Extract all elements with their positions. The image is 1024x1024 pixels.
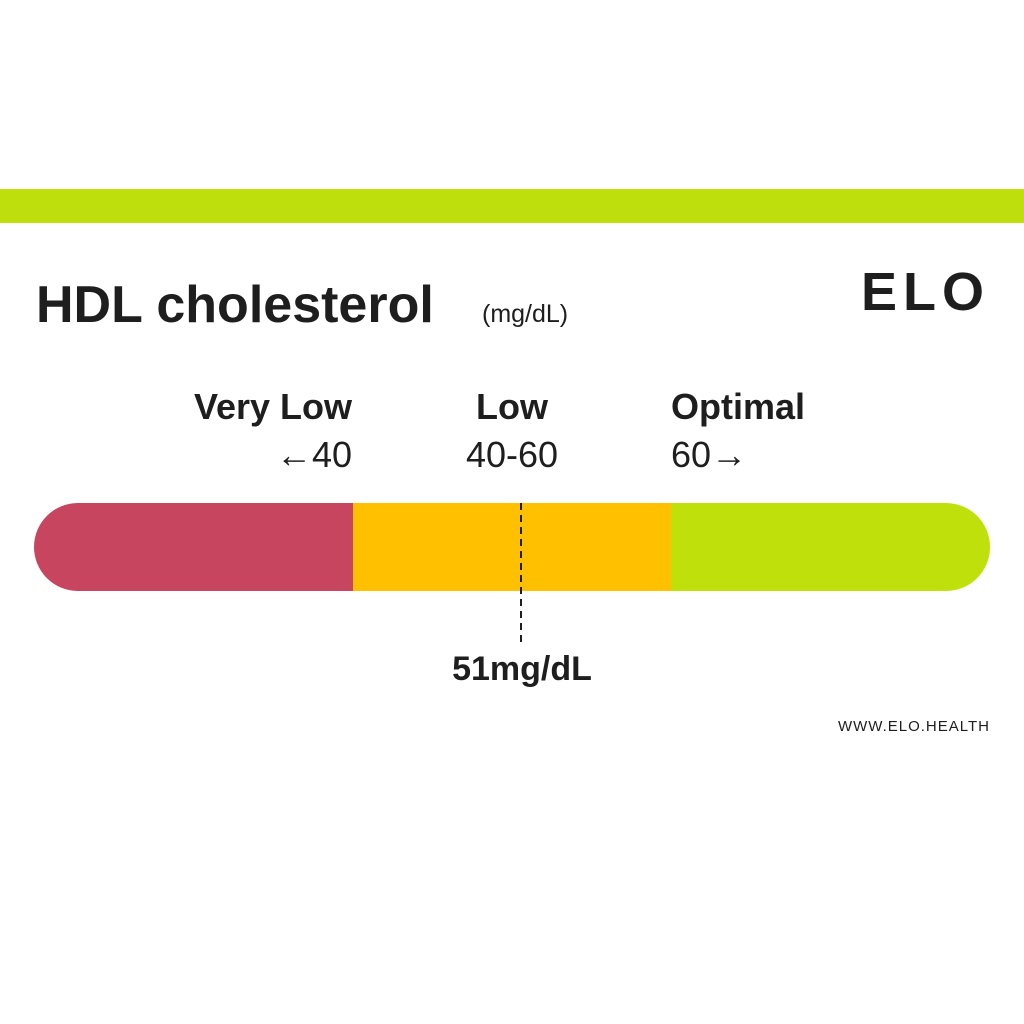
range-bar: [34, 503, 990, 591]
top-band: [0, 189, 1024, 223]
low-segment: [353, 503, 671, 591]
very-low-segment: [34, 503, 353, 591]
range-value: 40-60: [466, 434, 558, 475]
optimal-segment: [671, 503, 990, 591]
logo: ELO: [861, 262, 990, 322]
result-label: 51mg/dL: [452, 650, 592, 688]
range-value: 60→: [671, 434, 747, 475]
range-label: Optimal: [671, 386, 805, 427]
title: HDL cholesterol: [36, 276, 434, 334]
unit: (mg/dL): [482, 300, 568, 328]
range-label: Low: [476, 386, 549, 427]
footer-url: WWW.ELO.HEALTH: [838, 718, 990, 735]
range-label: Very Low: [194, 386, 353, 427]
range-value: ←40: [276, 434, 352, 475]
